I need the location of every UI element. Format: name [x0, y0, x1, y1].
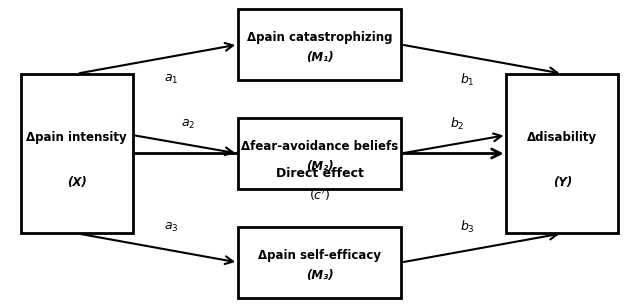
FancyBboxPatch shape [506, 74, 619, 233]
FancyBboxPatch shape [20, 74, 133, 233]
Text: Δdisability: Δdisability [527, 131, 597, 144]
Text: (M₁): (M₁) [305, 51, 334, 64]
Text: $b_2$: $b_2$ [450, 116, 464, 132]
Text: $a_2$: $a_2$ [181, 118, 196, 131]
Text: $b_3$: $b_3$ [460, 219, 475, 235]
Text: Δfear-avoidance beliefs: Δfear-avoidance beliefs [241, 140, 398, 153]
Text: Δpain self-efficacy: Δpain self-efficacy [258, 249, 381, 262]
Text: $a_3$: $a_3$ [164, 221, 178, 234]
Text: Direct effect: Direct effect [275, 167, 364, 180]
FancyBboxPatch shape [238, 118, 401, 189]
Text: (M₂): (M₂) [305, 160, 334, 173]
Text: $a_1$: $a_1$ [164, 73, 178, 86]
Text: (M₃): (M₃) [305, 269, 334, 282]
FancyBboxPatch shape [238, 227, 401, 298]
Text: $b_1$: $b_1$ [461, 72, 475, 88]
Text: (X): (X) [67, 176, 86, 189]
Text: Δpain catastrophizing: Δpain catastrophizing [247, 31, 392, 44]
FancyBboxPatch shape [238, 9, 401, 80]
Text: Δpain intensity: Δpain intensity [26, 131, 127, 144]
Text: (Y): (Y) [553, 176, 572, 189]
Text: $(c')$: $(c')$ [309, 187, 330, 203]
